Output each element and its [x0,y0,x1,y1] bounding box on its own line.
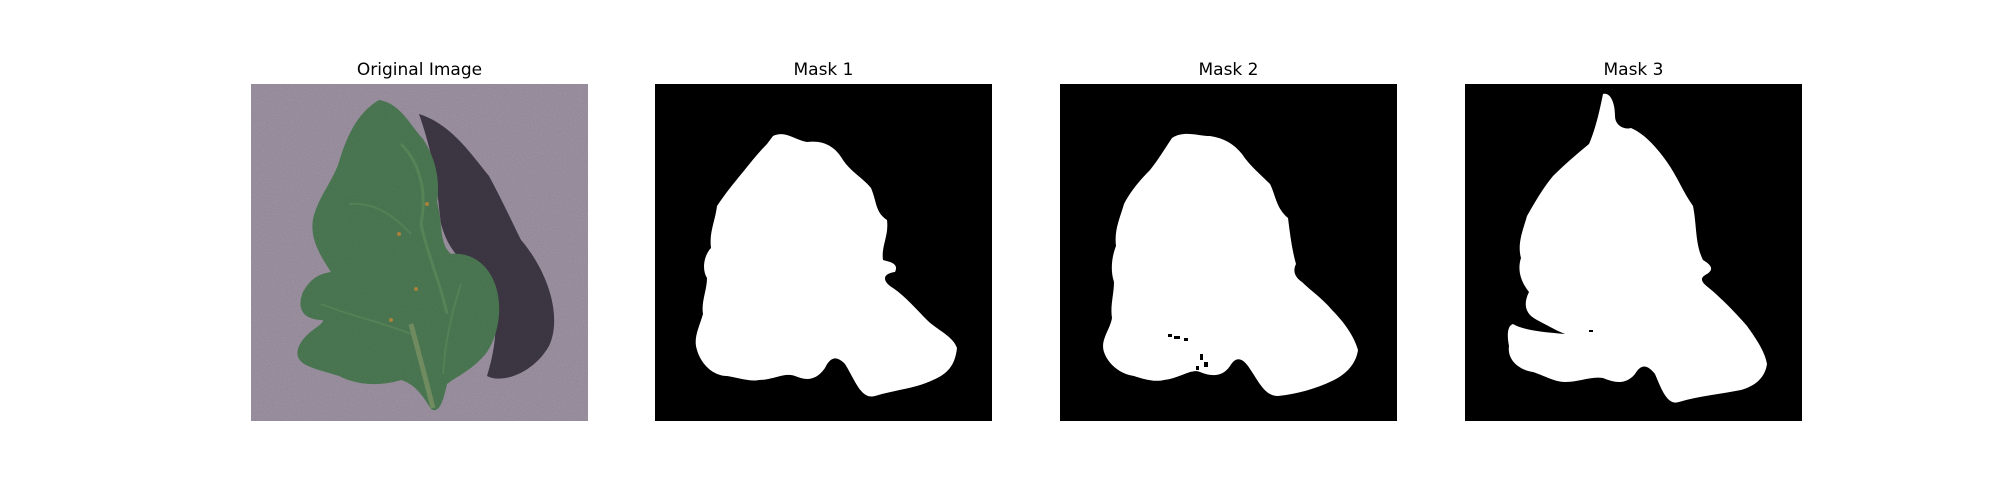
panel-title: Mask 3 [1603,60,1664,80]
panel-title: Mask 1 [793,60,854,80]
mask-image-2 [1060,84,1397,421]
leaf-photo [251,84,588,421]
panel-title: Mask 2 [1198,60,1259,80]
mask-image-1 [655,84,992,421]
mask-image-3 [1465,84,1802,421]
panel-title: Original Image [356,60,483,80]
